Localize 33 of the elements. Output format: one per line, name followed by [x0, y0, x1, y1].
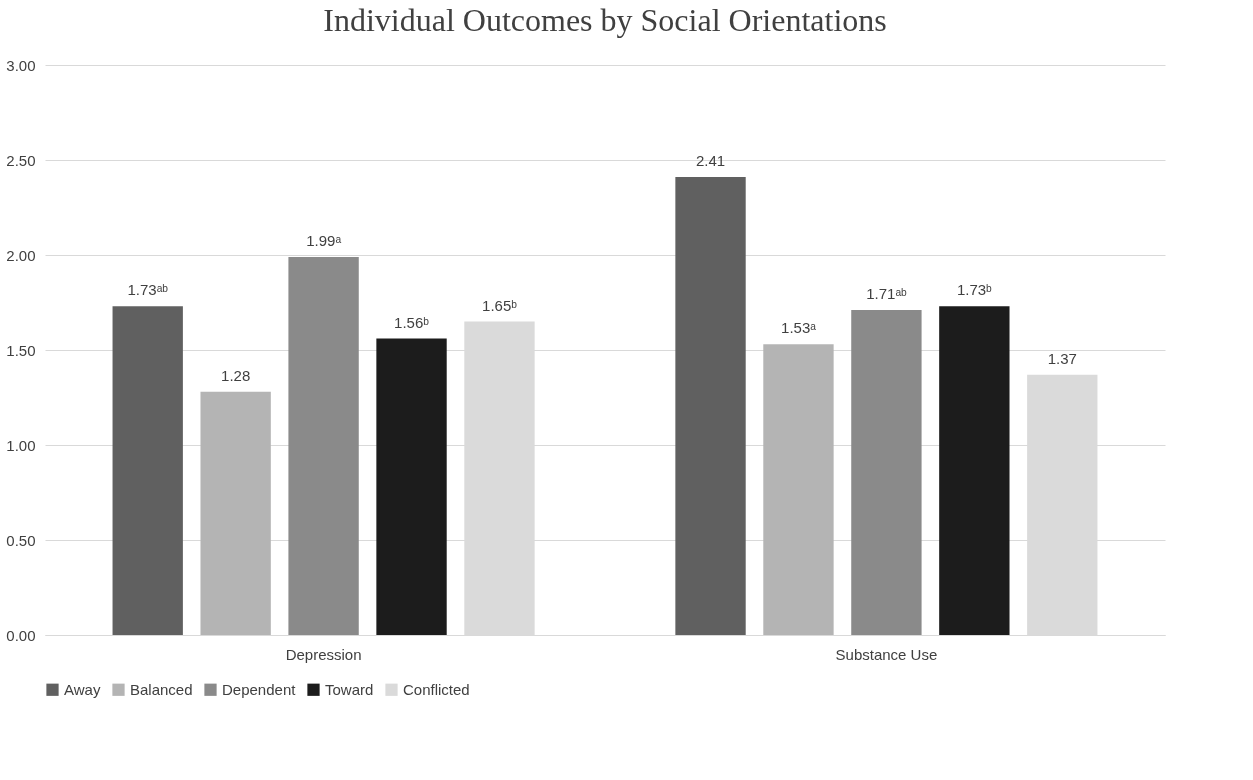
y-tick-label: 0.50	[6, 531, 36, 549]
chart-title: Individual Outcomes by Social Orientations	[323, 2, 887, 38]
bar	[200, 391, 271, 635]
bar	[288, 256, 359, 635]
bar	[851, 310, 922, 635]
legend-label: Balanced	[130, 680, 193, 698]
data-label: 1.37	[1047, 349, 1077, 367]
legend-label: Toward	[325, 680, 374, 698]
y-tick-label: 1.00	[6, 436, 36, 454]
legend-label: Conflicted	[403, 680, 470, 698]
bar	[112, 306, 183, 635]
y-tick-label: 1.50	[6, 341, 36, 359]
bar	[675, 177, 746, 635]
data-label: 1.53ᵃ	[781, 319, 817, 337]
y-tick-label: 3.00	[6, 56, 36, 74]
bar	[763, 344, 834, 635]
x-tick-label: Substance Use	[835, 645, 938, 663]
data-label: 1.71ᵃᵇ	[866, 285, 907, 303]
data-label: 1.99ᵃ	[306, 231, 342, 249]
y-tick-label: 2.00	[6, 246, 36, 264]
bar	[376, 338, 447, 635]
data-label: 2.41	[695, 152, 726, 170]
data-label: 1.73ᵃᵇ	[127, 281, 169, 299]
data-label: 1.56ᵇ	[394, 313, 430, 331]
legend-label: Dependent	[222, 680, 297, 698]
y-tick-label: 0.00	[6, 626, 36, 644]
data-label: 1.28	[221, 366, 251, 384]
data-label: 1.65ᵇ	[482, 296, 518, 314]
bar	[939, 306, 1010, 635]
data-label: 1.73ᵇ	[956, 281, 993, 299]
legend-label: Away	[64, 680, 101, 698]
x-tick-label: Depression	[285, 645, 362, 663]
y-tick-label: 2.50	[6, 151, 36, 169]
